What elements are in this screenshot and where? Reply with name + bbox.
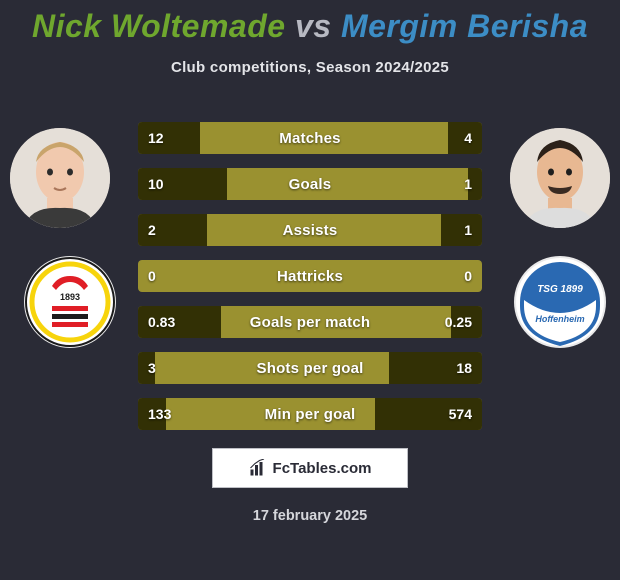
face-icon [510, 128, 610, 228]
subtitle: Club competitions, Season 2024/2025 [0, 59, 620, 76]
stat-row: 124Matches [138, 122, 482, 154]
stat-label: Shots per goal [138, 352, 482, 384]
stat-row: 101Goals [138, 168, 482, 200]
comparison-title: Nick Woltemade vs Mergim Berisha [0, 0, 620, 45]
stat-row: 133574Min per goal [138, 398, 482, 430]
club-text-top: TSG 1899 [537, 284, 583, 295]
club-text-bottom: Hoffenheim [535, 314, 584, 324]
player2-portrait [510, 128, 610, 228]
stat-row: 0.830.25Goals per match [138, 306, 482, 338]
stat-bars: 124Matches 101Goals 21Assists 00Hattricks 0.… [138, 122, 482, 444]
stat-label: Goals per match [138, 306, 482, 338]
stat-label: Goals [138, 168, 482, 200]
player1-name: Nick Woltemade [32, 8, 286, 44]
player2-name: Mergim Berisha [341, 8, 588, 44]
stat-row: 00Hattricks [138, 260, 482, 292]
branding-text: FcTables.com [273, 460, 372, 477]
stat-label: Matches [138, 122, 482, 154]
player2-club-logo: TSG 1899 Hoffenheim [514, 256, 606, 348]
club-year: 1893 [60, 292, 80, 302]
stat-label: Min per goal [138, 398, 482, 430]
player1-club-logo: 1893 [24, 256, 116, 348]
vs-separator: vs [295, 8, 332, 44]
player1-portrait [10, 128, 110, 228]
date-text: 17 february 2025 [0, 508, 620, 524]
stat-label: Hattricks [138, 260, 482, 292]
stat-row: 318Shots per goal [138, 352, 482, 384]
fctables-branding: FcTables.com [212, 448, 408, 488]
bars-icon [249, 459, 267, 477]
club-crest-icon: TSG 1899 Hoffenheim [514, 256, 606, 348]
club-crest-icon: 1893 [24, 256, 116, 348]
stat-row: 21Assists [138, 214, 482, 246]
face-icon [10, 128, 110, 228]
stat-label: Assists [138, 214, 482, 246]
